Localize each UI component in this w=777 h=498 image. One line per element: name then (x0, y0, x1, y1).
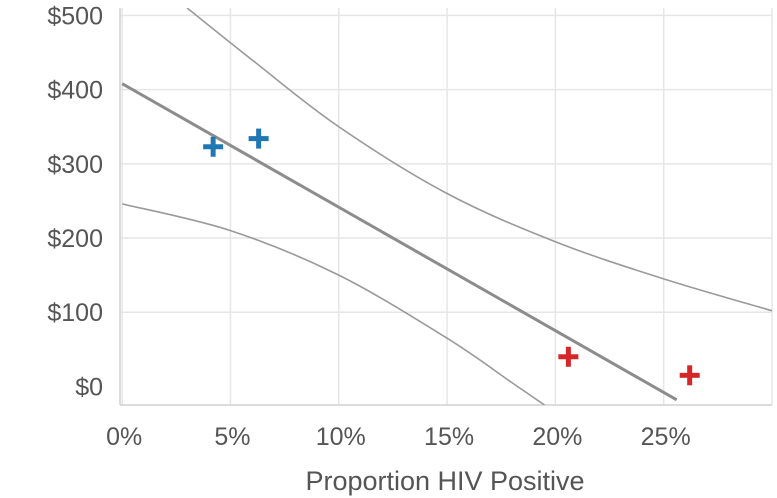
y-tick-label: $400 (47, 77, 103, 105)
confidence-bands (121, 8, 772, 405)
data-points (203, 128, 700, 386)
y-tick-label: $200 (47, 225, 103, 253)
data-point (248, 128, 269, 149)
y-tick-label: $300 (47, 151, 103, 179)
plus-marker-v (565, 346, 571, 367)
x-tick-label: 5% (214, 423, 250, 451)
upper-confidence-band (186, 8, 772, 312)
plus-marker-v (687, 365, 693, 386)
regression-line-group (121, 82, 678, 402)
regression-line (121, 82, 678, 402)
x-axis-title: Proportion HIV Positive (305, 466, 584, 496)
x-tick-label: 0% (106, 423, 142, 451)
plus-marker-v (210, 136, 216, 157)
x-tick-label: 20% (532, 423, 582, 451)
data-point (679, 365, 700, 386)
tick-labels: 0% 5% 10% 15% 20% 25% $0 $100 $200 $300 $400 $500 (47, 2, 690, 451)
y-tick-label: $500 (47, 2, 103, 30)
axes (119, 8, 772, 406)
x-tick-label: 25% (641, 423, 691, 451)
data-point (203, 136, 224, 157)
data-point (558, 346, 579, 367)
gridlines (120, 8, 773, 405)
lower-confidence-band (121, 203, 546, 405)
y-tick-label: $100 (47, 299, 103, 327)
x-tick-label: 10% (316, 423, 366, 451)
plus-marker-v (256, 128, 262, 149)
y-tick-label: $0 (75, 373, 103, 401)
x-tick-label: 15% (424, 423, 474, 451)
